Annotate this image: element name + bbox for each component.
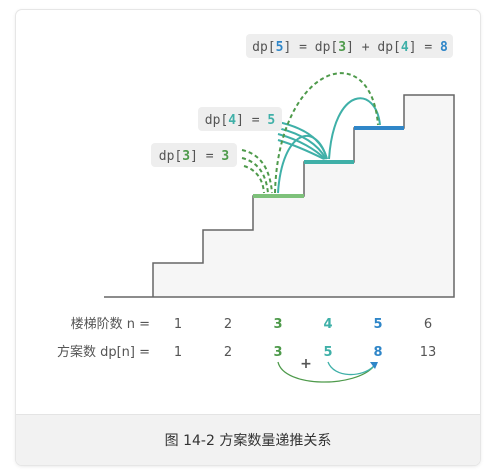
step-value: 6 bbox=[424, 317, 432, 332]
ways-value: 8 bbox=[373, 345, 382, 360]
step-value: 2 bbox=[224, 317, 232, 332]
dp3-arcs bbox=[241, 149, 273, 194]
row-label-ways: 方案数 dp[n] = bbox=[57, 344, 150, 360]
figure-caption: 图 14-2 方案数量递推关系 bbox=[164, 433, 332, 449]
dp5-label-box bbox=[246, 34, 453, 58]
dp4-label: dp[4] = 5 bbox=[205, 113, 275, 128]
staircase-outline bbox=[104, 94, 455, 298]
arc-step3-to-step5 bbox=[274, 72, 379, 194]
ways-value: 1 bbox=[174, 345, 182, 360]
step-value: 5 bbox=[373, 317, 382, 332]
sum-arc-dp4 bbox=[327, 361, 375, 376]
ways-value: 2 bbox=[224, 345, 232, 360]
ways-value: 5 bbox=[323, 345, 332, 360]
plus-sign: + bbox=[300, 356, 312, 372]
caption-bar: 图 14-2 方案数量递推关系 bbox=[16, 414, 480, 465]
dp5-label: dp[5] = dp[3] + dp[4] = 8 bbox=[252, 40, 448, 55]
sum-arc-dp3 bbox=[277, 361, 375, 383]
dp3-label: dp[3] = 3 bbox=[159, 149, 229, 164]
step-value: 1 bbox=[174, 317, 182, 332]
dp4-label-box bbox=[198, 107, 282, 131]
ways-value: 13 bbox=[420, 345, 437, 360]
ways-row: 1 2 3 5 8 13 bbox=[174, 345, 436, 360]
sum-arrowhead bbox=[370, 362, 378, 369]
stairs-diagram: dp[5] = dp[3] + dp[4] = 8 dp[4] = 5 dp[3… bbox=[57, 34, 455, 383]
step-value: 3 bbox=[273, 317, 282, 332]
step-value: 4 bbox=[323, 317, 332, 332]
figure-frame: dp[5] = dp[3] + dp[4] = 8 dp[4] = 5 dp[3… bbox=[16, 10, 480, 465]
row-label-steps: 楼梯阶数 n = bbox=[71, 317, 150, 332]
dp3-label-box bbox=[151, 143, 237, 167]
ways-value: 3 bbox=[273, 345, 282, 360]
steps-row: 1 2 3 4 5 6 bbox=[174, 317, 432, 332]
